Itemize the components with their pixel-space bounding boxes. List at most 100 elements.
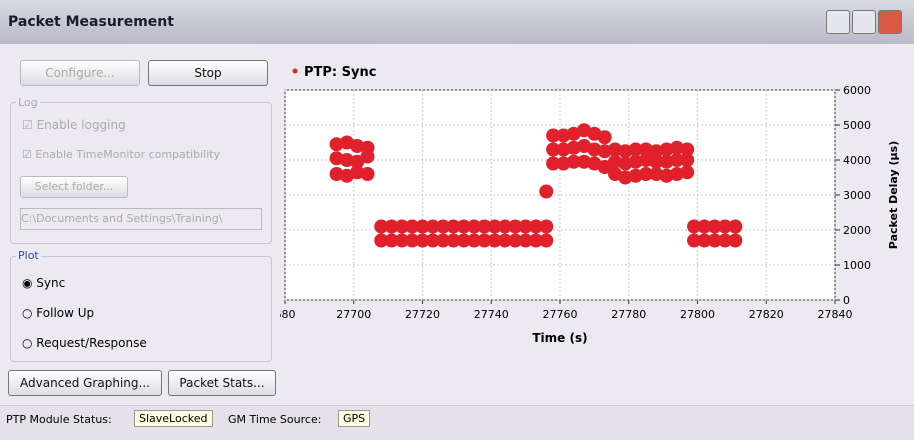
point — [329, 151, 344, 166]
point — [477, 219, 492, 234]
point — [597, 160, 612, 174]
point — [556, 128, 571, 143]
point — [487, 233, 502, 248]
point — [405, 219, 420, 234]
point — [697, 219, 712, 234]
packet-stats-button[interactable]: Packet Stats... — [168, 370, 276, 396]
point — [498, 219, 512, 234]
advanced-graphing-button[interactable]: Advanced Graphing... — [8, 370, 162, 396]
point — [539, 219, 554, 234]
point — [384, 219, 399, 234]
x-tick-label: 27740 — [474, 308, 509, 321]
point — [467, 219, 482, 234]
select-folder-button[interactable]: Select folder... — [20, 176, 128, 198]
point — [539, 184, 554, 199]
point — [456, 219, 471, 234]
point — [487, 219, 502, 234]
label: Enable logging — [36, 118, 126, 132]
radio-sync[interactable]: ◉ Sync — [22, 276, 66, 290]
point — [566, 140, 581, 155]
point — [374, 233, 389, 248]
point — [687, 219, 702, 234]
configure-button[interactable]: Configure... — [20, 60, 140, 86]
x-tick-label: 27760 — [543, 308, 578, 321]
radio-follow-up[interactable]: ○ Follow Up — [22, 306, 95, 320]
point — [329, 137, 344, 152]
point — [669, 140, 684, 155]
point — [425, 233, 440, 248]
point — [669, 153, 684, 167]
label: Sync — [36, 276, 66, 290]
point — [415, 219, 430, 234]
point — [405, 233, 420, 248]
gm-source-value: GPS — [338, 410, 371, 427]
point — [528, 233, 543, 248]
x-tick-label: 680 — [280, 308, 296, 321]
point — [728, 219, 743, 234]
module-status-label: PTP Module Status: — [6, 413, 112, 426]
point — [638, 153, 653, 167]
plot-title: Plot — [16, 249, 41, 262]
chart: 680 27700 27720 27740 27760 27780 27800 27820 27… — [280, 65, 900, 345]
point — [680, 153, 695, 167]
title-bar — [0, 0, 914, 44]
radio-request-response[interactable]: ○ Request/Response — [22, 336, 147, 350]
point — [680, 142, 695, 157]
point — [638, 142, 653, 157]
y-tick-label: 1000 — [843, 259, 871, 272]
x-tick-label: 27820 — [749, 308, 784, 321]
point — [618, 156, 633, 171]
point — [436, 233, 451, 248]
point — [707, 219, 722, 234]
point — [618, 144, 633, 159]
y-tick-label: 3000 — [843, 189, 871, 202]
path-field[interactable]: C:\Documents and Settings\Training\ — [20, 208, 262, 230]
point — [384, 233, 399, 248]
point — [577, 154, 592, 169]
label: Request/Response — [36, 336, 147, 350]
label: Enable TimeMonitor compatibility — [35, 148, 221, 161]
minimize-button[interactable] — [826, 10, 850, 34]
point — [528, 219, 543, 234]
point — [350, 165, 365, 180]
point — [350, 154, 365, 169]
point — [546, 128, 561, 143]
gm-source-label: GM Time Source: — [228, 413, 322, 426]
point — [546, 142, 561, 157]
point — [669, 167, 684, 181]
point — [360, 140, 375, 155]
close-button[interactable] — [878, 10, 902, 34]
legend-marker — [292, 68, 298, 74]
point — [518, 219, 533, 234]
point — [467, 233, 482, 248]
log-group — [10, 102, 272, 244]
point — [649, 144, 664, 159]
point — [446, 219, 461, 234]
point — [498, 233, 512, 248]
enable-logging[interactable]: ☑ Enable logging — [22, 118, 126, 132]
point — [566, 154, 581, 169]
y-tick-label: 4000 — [843, 154, 871, 167]
point — [687, 233, 702, 248]
y-tick-label: 2000 — [843, 224, 871, 237]
legend-label: PTP: Sync — [304, 65, 376, 80]
x-tick-label: 27700 — [336, 308, 371, 321]
point — [638, 167, 653, 181]
point — [697, 233, 712, 248]
maximize-button[interactable] — [852, 10, 876, 34]
point — [608, 142, 622, 157]
stop-button[interactable]: Stop — [148, 60, 268, 86]
x-tick-label: 27800 — [680, 308, 715, 321]
point — [329, 167, 344, 181]
point — [659, 142, 674, 157]
y-tick-label: 5000 — [843, 119, 871, 132]
point — [425, 219, 440, 234]
point — [546, 156, 561, 171]
point — [628, 154, 643, 169]
point — [597, 130, 612, 145]
point — [649, 167, 664, 181]
point — [350, 139, 365, 153]
enable-timemonitor[interactable]: ☑ Enable TimeMonitor compatibility — [22, 148, 221, 161]
point — [508, 233, 523, 248]
